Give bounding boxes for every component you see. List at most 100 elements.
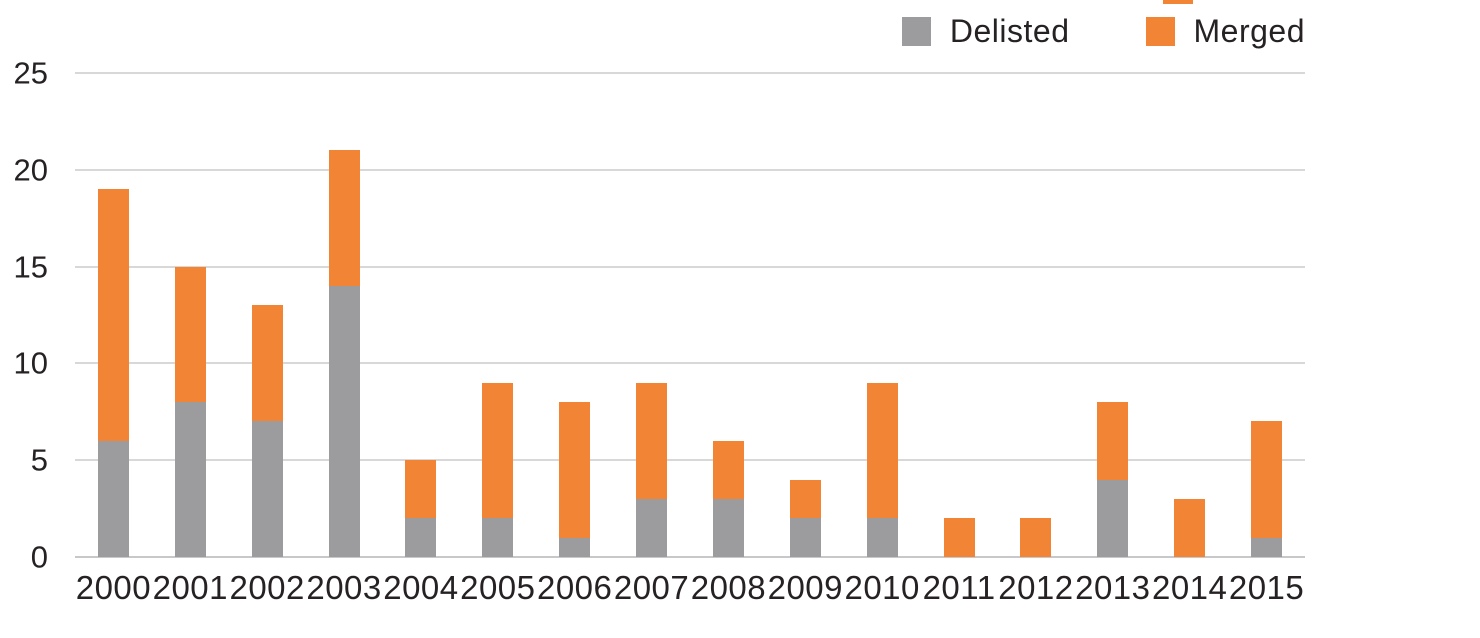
y-tick-label-0: 0 <box>30 539 48 575</box>
bar-segment-merged-2001 <box>174 266 206 403</box>
bar-segment-delisted-2000 <box>97 440 129 557</box>
x-tick-label-2009: 2009 <box>767 569 844 606</box>
bar-segment-delisted-2009 <box>789 518 821 557</box>
bar-slot-2013 <box>1074 73 1151 557</box>
bar-slot-2005 <box>459 73 536 557</box>
bar-segment-merged-2003 <box>328 150 360 286</box>
cropped-orange-sliver <box>1163 0 1193 4</box>
bar-2010 <box>866 73 898 557</box>
bar-slot-2014 <box>1151 73 1228 557</box>
x-tick-label-2003: 2003 <box>306 569 382 606</box>
x-tick-label-2008: 2008 <box>690 569 767 606</box>
x-tick-label-2006: 2006 <box>536 569 613 606</box>
gridline-0 <box>75 556 1305 558</box>
bar-slot-2000 <box>75 73 152 557</box>
x-tick-label-2013: 2013 <box>1075 569 1151 606</box>
bar-segment-merged-2009 <box>789 479 821 519</box>
bar-2011 <box>943 73 975 557</box>
x-tick-label-2012: 2012 <box>998 569 1074 606</box>
bar-2005 <box>482 73 514 557</box>
bar-2009 <box>789 73 821 557</box>
bar-segment-merged-2012 <box>1020 518 1052 557</box>
bar-2013 <box>1097 73 1129 557</box>
y-tick-label-15: 15 <box>13 249 48 285</box>
bar-segment-merged-2014 <box>1174 498 1206 557</box>
legend: Delisted Merged <box>901 13 1306 50</box>
bar-2000 <box>97 73 129 557</box>
bar-2002 <box>251 73 283 557</box>
x-tick-label-2002: 2002 <box>229 569 305 606</box>
bar-segment-delisted-2006 <box>559 537 591 557</box>
bar-2015 <box>1251 73 1283 557</box>
bar-slot-2003 <box>306 73 383 557</box>
bar-segment-delisted-2013 <box>1097 479 1129 557</box>
legend-item-delisted: Delisted <box>901 13 1070 50</box>
bar-slot-2015 <box>1228 73 1305 557</box>
gridline-15 <box>75 265 1305 268</box>
bar-segment-delisted-2008 <box>712 498 744 557</box>
bar-2007 <box>636 73 668 557</box>
x-tick-label-2007: 2007 <box>613 569 690 606</box>
legend-label-merged: Merged <box>1193 13 1305 49</box>
gridline-10 <box>75 362 1305 365</box>
bar-slot-2008 <box>690 73 767 557</box>
bar-2006 <box>559 73 591 557</box>
bar-segment-merged-2002 <box>251 305 283 422</box>
x-tick-label-2005: 2005 <box>460 569 536 606</box>
bar-segment-merged-2013 <box>1097 402 1129 480</box>
bar-segment-merged-2005 <box>482 382 514 519</box>
y-tick-label-20: 20 <box>13 152 48 188</box>
y-tick-label-5: 5 <box>30 442 48 478</box>
bar-2004 <box>405 73 437 557</box>
bar-2014 <box>1174 73 1206 557</box>
x-axis: 2000 2001 2002 2003 2004 2005 2006 2007 2008 2009… <box>75 564 1305 606</box>
bar-segment-delisted-2007 <box>636 498 668 557</box>
gridline-20 <box>75 168 1305 171</box>
bar-segment-merged-2000 <box>97 189 129 441</box>
bar-segment-delisted-2010 <box>866 518 898 557</box>
bar-slot-2012 <box>998 73 1075 557</box>
y-axis: 0 5 10 15 20 25 <box>0 58 48 573</box>
y-tick-label-25: 25 <box>13 55 48 91</box>
y-tick-label-10: 10 <box>13 345 48 381</box>
x-tick-label-2015: 2015 <box>1228 569 1305 606</box>
x-tick-label-2001: 2001 <box>152 569 229 606</box>
bar-slot-2004 <box>383 73 460 557</box>
gridline-5 <box>75 459 1305 462</box>
legend-item-merged: Merged <box>1145 13 1306 50</box>
bar-2012 <box>1020 73 1052 557</box>
delisted-swatch-icon <box>901 17 931 46</box>
legend-label-delisted: Delisted <box>949 13 1070 49</box>
bar-segment-merged-2004 <box>405 460 437 519</box>
bar-slot-2011 <box>921 73 998 557</box>
bar-segment-merged-2006 <box>559 402 591 538</box>
bar-slot-2009 <box>767 73 844 557</box>
bar-2003 <box>328 73 360 557</box>
bar-segment-delisted-2005 <box>482 518 514 557</box>
bar-slot-2006 <box>536 73 613 557</box>
bar-2001 <box>174 73 206 557</box>
gridline-25 <box>75 72 1305 74</box>
bar-segment-delisted-2001 <box>174 402 206 557</box>
bar-2008 <box>712 73 744 557</box>
bars-container <box>75 73 1305 557</box>
x-tick-label-2004: 2004 <box>383 569 459 606</box>
merged-swatch-icon <box>1145 17 1175 46</box>
bar-segment-merged-2008 <box>712 440 744 499</box>
plot-area <box>75 72 1305 558</box>
bar-segment-delisted-2004 <box>405 518 437 557</box>
bar-slot-2010 <box>844 73 921 557</box>
bar-segment-delisted-2002 <box>251 421 283 557</box>
x-tick-label-2010: 2010 <box>844 569 920 606</box>
x-tick-label-2000: 2000 <box>75 569 152 606</box>
bar-segment-merged-2011 <box>943 518 975 557</box>
x-tick-label-2011: 2011 <box>922 569 996 606</box>
x-tick-label-2014: 2014 <box>1151 569 1228 606</box>
bar-segment-merged-2015 <box>1251 421 1283 538</box>
bar-slot-2002 <box>229 73 306 557</box>
bar-segment-delisted-2015 <box>1251 537 1283 557</box>
bar-segment-delisted-2003 <box>328 285 360 557</box>
bar-segment-merged-2007 <box>636 382 668 499</box>
bar-slot-2001 <box>152 73 229 557</box>
